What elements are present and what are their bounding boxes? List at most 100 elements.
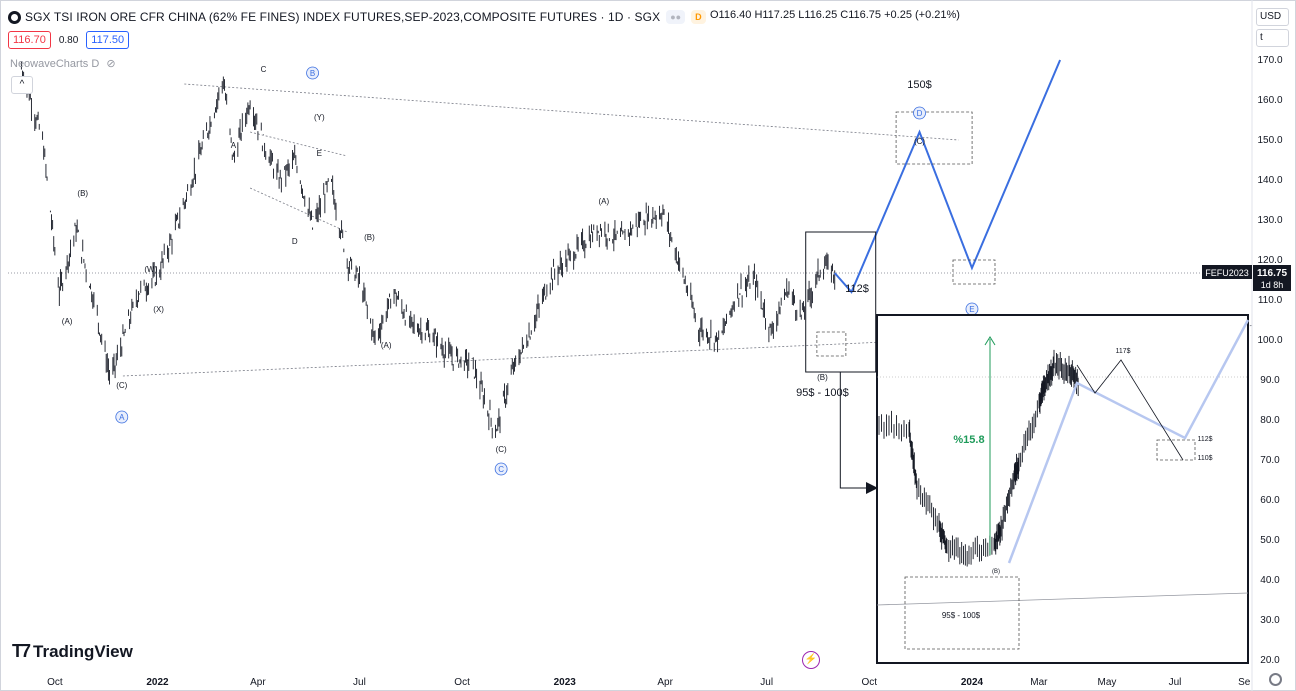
wave-label: D	[292, 237, 298, 246]
inset-box-112-110	[1156, 439, 1196, 461]
time-tick-label: Jul	[760, 677, 773, 688]
time-tick-label: 2022	[146, 677, 169, 688]
inset-label-112: 112$	[1197, 436, 1212, 443]
connector-arrow	[839, 372, 868, 489]
inset-box-95-100	[904, 576, 1020, 650]
wave-label: (A)	[381, 341, 392, 350]
projection-line	[833, 59, 1062, 294]
flash-event-icon[interactable]: ⚡	[802, 651, 820, 669]
wave-label: (C)	[496, 445, 507, 454]
inset-zoom: %15.8 117$ 112$ 110$ (B) 95$ - 100$	[876, 314, 1250, 664]
target-box-e	[952, 259, 996, 285]
collapse-legend-button[interactable]: ^	[11, 76, 33, 94]
delay-badge[interactable]: D	[691, 10, 706, 24]
gain-label: %15.8	[953, 434, 984, 446]
price-tick-label: 80.0	[1260, 415, 1280, 426]
trendline	[249, 187, 348, 233]
price-tick-label: 30.0	[1260, 615, 1280, 626]
time-axis: Oct 2022 Apr Jul Oct 2023 Apr Jul Oct 2024 Mar May J…	[47, 677, 1251, 688]
bid-ask-panel: 116.70 0.80 117.50	[8, 31, 130, 49]
inset-projection-light	[1007, 319, 1250, 564]
price-tick-label: 160.0	[1257, 95, 1282, 106]
last-price-tag	[1253, 265, 1291, 291]
symbol-title[interactable]: SGX TSI IRON ORE CFR CHINA (62% FE FINES…	[25, 10, 661, 24]
wave-labels: (A) (B) (C) A (W) (X) A C B (Y) E D (B) (A) (C) C (A) (B)…	[62, 65, 979, 476]
price-tick-label: 140.0	[1257, 175, 1282, 186]
price-tick-label: 130.0	[1257, 215, 1282, 226]
chart-header: SGX TSI IRON ORE CFR CHINA (62% FE FINES…	[8, 8, 706, 26]
time-tick-label: Oct	[454, 677, 470, 688]
wave-label: (B)	[77, 189, 88, 198]
wave-label-circle	[494, 462, 508, 476]
last-price-label: 116.75	[1257, 268, 1287, 279]
wave-label: E	[317, 149, 322, 158]
wave-label: C	[261, 65, 267, 74]
time-tick-label: 2024	[961, 677, 984, 688]
time-tick-label: Oct	[47, 677, 63, 688]
wave-label: (X)	[153, 305, 164, 314]
tradingview-mark-icon: T7	[12, 641, 31, 661]
time-tick-label: May	[1098, 677, 1117, 688]
price-tick-label: 20.0	[1260, 655, 1280, 666]
wave-label: 95$ - 100$	[796, 387, 849, 399]
symbol-tag-label: FEFU2023	[1205, 268, 1249, 278]
wave-label: (C)	[116, 381, 127, 390]
visibility-dots-icon[interactable]: ●●	[666, 10, 686, 24]
bid-price[interactable]: 116.70	[8, 31, 51, 49]
inset-trendline	[876, 592, 1249, 606]
gain-arrow-head	[984, 336, 996, 346]
price-tick-label: 150.0	[1257, 135, 1282, 146]
target-box-150	[895, 111, 973, 165]
hide-eye-icon[interactable]: ⊘	[106, 58, 116, 70]
wave-label: E	[969, 305, 974, 314]
wave-label: A	[119, 413, 125, 422]
wave-label-circle	[913, 106, 926, 120]
target-boxes	[805, 111, 996, 494]
time-tick-label: Mar	[1030, 677, 1048, 688]
time-tick-label: Jul	[1169, 677, 1182, 688]
wave-label: (C)	[914, 137, 925, 146]
countdown-label: 1d 8h	[1261, 280, 1284, 290]
indicator-name: NeowaveCharts D	[10, 58, 100, 70]
time-tick-label: Se	[1238, 677, 1251, 688]
ask-price[interactable]: 117.50	[86, 31, 130, 49]
projection-path	[833, 59, 1062, 294]
trendline	[250, 131, 348, 157]
price-tick-label: 60.0	[1260, 495, 1280, 506]
currency-selector[interactable]: USD	[1256, 8, 1289, 26]
price-tick-label: 70.0	[1260, 455, 1280, 466]
wave-label: (A)	[598, 197, 609, 206]
time-tick-label: Apr	[250, 677, 266, 688]
wave-label: 112$	[845, 283, 869, 295]
inset-label-110: 110$	[1197, 455, 1212, 462]
time-tick-label: 2023	[554, 677, 577, 688]
price-tick-label: 100.0	[1257, 335, 1282, 346]
ohlc-readout: O116.40 H117.25 L116.25 C116.75 +0.25 (+…	[710, 9, 960, 21]
gear-icon[interactable]	[1269, 673, 1282, 686]
time-tick-label: Apr	[657, 677, 673, 688]
price-tick-label: 110.0	[1258, 295, 1283, 306]
inset-label-117: 117$	[1115, 348, 1130, 355]
inset-label-95-100: 95$ - 100$	[942, 611, 981, 620]
wave-label: (B)	[364, 233, 375, 242]
spread-value: 0.80	[58, 34, 79, 46]
price-axis: 20.0 30.0 40.0 50.0 60.0 70.0 80.0 90.0 100.0 110…	[1202, 0, 1291, 691]
inset-projection-dark	[1076, 359, 1184, 461]
tradingview-wordmark: TradingView	[33, 641, 133, 661]
price-series	[20, 61, 836, 439]
wave-label-circle	[306, 66, 319, 80]
indicator-legend[interactable]: NeowaveCharts D ⊘	[10, 57, 116, 70]
trendline	[184, 83, 959, 141]
wave-label: (Y)	[314, 113, 325, 122]
symbol-logo-icon	[8, 10, 21, 24]
tradingview-logo[interactable]: T7 TradingView	[12, 641, 133, 662]
price-tick-label: 50.0	[1260, 535, 1280, 546]
wave-label: (A)	[62, 317, 73, 326]
price-tick-label: 120.0	[1257, 255, 1282, 266]
wave-label: C	[498, 465, 504, 474]
inset-label-b: (B)	[992, 569, 1000, 575]
scale-type-selector[interactable]: t	[1256, 29, 1289, 47]
price-tick-label: 40.0	[1260, 575, 1280, 586]
symbol-tag	[1202, 265, 1252, 279]
